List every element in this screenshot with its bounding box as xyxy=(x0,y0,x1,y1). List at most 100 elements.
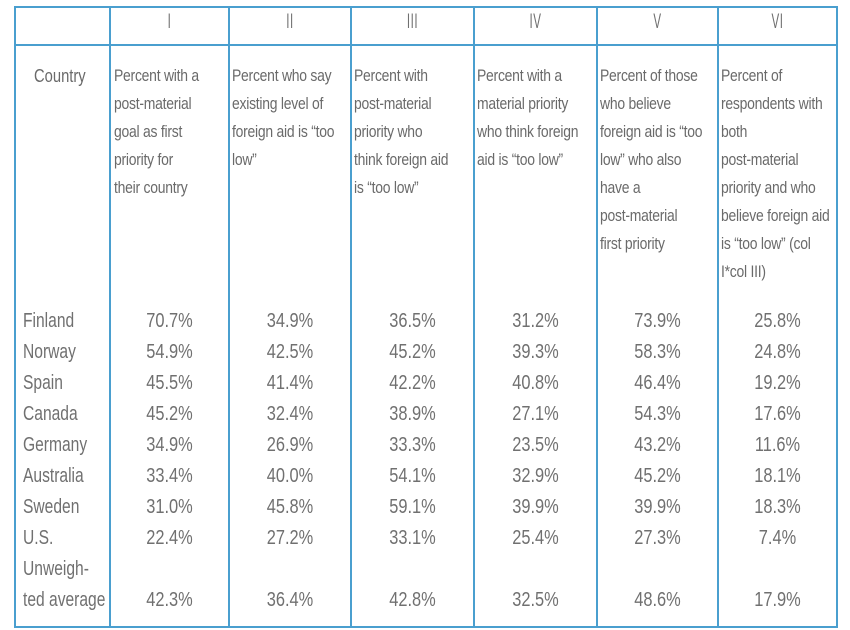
value-col-5: 39.9% xyxy=(634,496,681,518)
table-row: Germany 34.9% 26.9% 33.3% 23.5% 43.2% 11… xyxy=(14,430,838,461)
header-line: Percent of xyxy=(721,66,783,85)
value-col-5: 43.2% xyxy=(634,434,681,456)
header-line: aid is “too low” xyxy=(477,150,563,169)
header-line: who think foreign xyxy=(477,122,579,141)
table-row: Spain 45.5% 41.4% 42.2% 40.8% 46.4% 19.2… xyxy=(14,368,838,399)
value-col-1: 54.9% xyxy=(146,341,193,363)
average-col-6: 17.9% xyxy=(754,589,801,611)
column-header-2: Percent who say existing level of foreig… xyxy=(232,62,335,174)
table-row: Canada 45.2% 32.4% 38.9% 27.1% 54.3% 17.… xyxy=(14,399,838,430)
table-row: Australia 33.4% 40.0% 54.1% 32.9% 45.2% … xyxy=(14,461,838,492)
country-name: Sweden xyxy=(23,496,80,518)
table-row: Sweden 31.0% 45.8% 59.1% 39.9% 39.9% 18.… xyxy=(14,492,838,523)
average-col-1: 42.3% xyxy=(146,589,193,611)
column-divider xyxy=(596,6,598,628)
table-row: Norway 54.9% 42.5% 45.2% 39.3% 58.3% 24.… xyxy=(14,337,838,368)
column-numeral: III xyxy=(406,10,419,33)
table-row: U.S. 22.4% 27.2% 33.1% 25.4% 27.3% 7.4% xyxy=(14,523,838,554)
average-row: ted average 42.3% 36.4% 42.8% 32.5% 48.6… xyxy=(14,585,838,616)
average-label-row: Unweigh- xyxy=(14,554,838,585)
country-name: Australia xyxy=(23,465,84,487)
value-col-2: 42.5% xyxy=(266,341,314,363)
value-col-6: 11.6% xyxy=(754,434,801,456)
country-column-header: Country xyxy=(34,66,86,86)
column-header-6: Percent of respondents with both post-ma… xyxy=(721,62,830,286)
value-col-3: 38.9% xyxy=(389,403,436,425)
value-col-5: 58.3% xyxy=(634,341,681,363)
header-line: Percent with a xyxy=(477,66,562,85)
data-table: I II III IV V VI Country Percent with a … xyxy=(14,6,838,628)
column-divider xyxy=(350,6,352,628)
country-name: Spain xyxy=(23,372,63,394)
header-line: low” xyxy=(232,150,257,169)
value-col-3: 36.5% xyxy=(389,310,436,332)
value-col-4: 31.2% xyxy=(512,310,559,332)
header-line: post-material xyxy=(600,206,678,225)
value-col-2: 32.4% xyxy=(266,403,314,425)
header-line: both xyxy=(721,122,748,141)
country-name: Canada xyxy=(23,403,78,425)
header-line: who believe xyxy=(600,94,671,113)
header-line: their country xyxy=(114,178,188,197)
column-header-1: Percent with a post-material goal as fir… xyxy=(114,62,199,202)
header-line: I*col III) xyxy=(721,262,766,281)
value-col-1: 34.9% xyxy=(146,434,193,456)
value-col-6: 18.1% xyxy=(754,465,801,487)
value-col-3: 33.1% xyxy=(389,527,436,549)
header-line: priority who xyxy=(354,122,423,141)
header-line: existing level of xyxy=(232,94,324,113)
value-col-2: 45.8% xyxy=(266,496,314,518)
header-line: post-material xyxy=(354,94,432,113)
value-col-3: 42.2% xyxy=(389,372,436,394)
column-divider xyxy=(473,6,475,628)
value-col-5: 46.4% xyxy=(634,372,681,394)
value-col-2: 41.4% xyxy=(266,372,314,394)
value-col-2: 26.9% xyxy=(266,434,314,456)
average-col-2: 36.4% xyxy=(266,589,314,611)
header-line: believe foreign aid xyxy=(721,206,830,225)
value-col-6: 25.8% xyxy=(754,310,801,332)
value-col-5: 54.3% xyxy=(634,403,681,425)
header-line: material priority xyxy=(477,94,569,113)
value-col-2: 27.2% xyxy=(266,527,314,549)
column-numeral: II xyxy=(286,10,294,33)
header-line: is “too low” (col xyxy=(721,234,811,253)
value-col-5: 27.3% xyxy=(634,527,681,549)
country-name: Norway xyxy=(23,341,76,363)
header-line: priority for xyxy=(114,150,174,169)
value-col-5: 73.9% xyxy=(634,310,681,332)
value-col-3: 45.2% xyxy=(389,341,436,363)
header-divider xyxy=(14,44,838,46)
value-col-6: 19.2% xyxy=(754,372,801,394)
value-col-4: 27.1% xyxy=(512,403,559,425)
value-col-4: 40.8% xyxy=(512,372,559,394)
value-col-1: 22.4% xyxy=(146,527,193,549)
header-line: goal as first xyxy=(114,122,183,141)
column-numeral: IV xyxy=(529,10,542,33)
table-border-top xyxy=(14,6,838,8)
table-border-bottom xyxy=(14,626,838,628)
country-name: Finland xyxy=(23,310,75,332)
value-col-6: 7.4% xyxy=(758,527,797,549)
column-divider xyxy=(717,6,719,628)
column-numeral: V xyxy=(653,10,662,33)
value-col-2: 34.9% xyxy=(266,310,314,332)
header-line: is “too low” xyxy=(354,178,419,197)
value-col-3: 59.1% xyxy=(389,496,436,518)
header-line: first priority xyxy=(600,234,665,253)
value-col-2: 40.0% xyxy=(266,465,314,487)
average-col-3: 42.8% xyxy=(389,589,436,611)
table-border-left xyxy=(14,6,16,628)
value-col-1: 33.4% xyxy=(146,465,193,487)
value-col-3: 33.3% xyxy=(389,434,436,456)
header-line: Percent of those xyxy=(600,66,698,85)
column-header-5: Percent of those who believe foreign aid… xyxy=(600,62,703,258)
header-line: post-material xyxy=(721,150,799,169)
average-label-line-1: Unweigh- xyxy=(23,558,89,580)
column-divider xyxy=(228,6,230,628)
value-col-1: 45.2% xyxy=(146,403,193,425)
value-col-1: 45.5% xyxy=(146,372,193,394)
average-col-5: 48.6% xyxy=(634,589,681,611)
value-col-4: 39.3% xyxy=(512,341,559,363)
column-numeral: I xyxy=(167,10,172,33)
